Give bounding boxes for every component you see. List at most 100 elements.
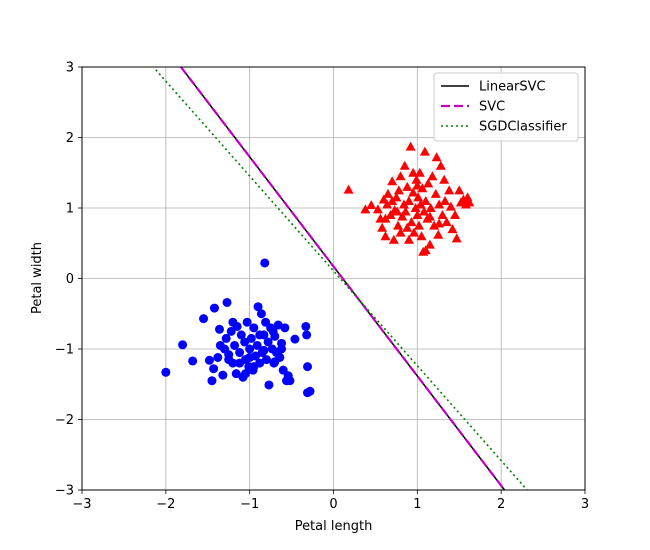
point-triangle [420, 245, 431, 255]
point-triangle [403, 195, 414, 205]
point-triangle [380, 213, 391, 223]
y-tick-label: 1 [66, 202, 74, 217]
point-triangle [414, 167, 425, 177]
decision-boundaries [155, 66, 528, 491]
point-circle [218, 370, 228, 380]
point-circle [236, 330, 246, 340]
point-triangle [408, 187, 419, 197]
point-triangle [434, 218, 445, 228]
point-triangle [392, 206, 403, 216]
point-triangle [393, 185, 404, 195]
point-triangle [372, 204, 383, 214]
point-circle [249, 323, 259, 333]
point-circle [240, 337, 250, 347]
x-tick-label: 2 [497, 497, 505, 512]
point-circle [209, 364, 219, 374]
point-circle [228, 317, 238, 327]
point-triangle [398, 199, 409, 209]
point-triangle [420, 195, 431, 205]
point-triangle [382, 188, 393, 198]
point-triangle [380, 231, 391, 241]
point-triangle [412, 180, 423, 190]
point-circle [178, 340, 188, 350]
point-triangle [444, 185, 455, 195]
point-triangle [419, 146, 430, 156]
point-triangle [377, 222, 388, 232]
point-triangle [439, 174, 450, 184]
point-circle [224, 350, 234, 360]
point-circle [242, 317, 252, 327]
point-circle [235, 358, 245, 368]
point-circle [188, 356, 198, 366]
point-triangle [430, 188, 441, 198]
point-triangle [388, 234, 399, 244]
point-circle [161, 367, 171, 377]
point-triangle [424, 211, 435, 221]
point-circle [263, 337, 273, 347]
point-triangle [433, 229, 444, 239]
x-tick-label: 0 [329, 497, 337, 512]
point-triangle [419, 206, 430, 216]
y-tick-label: −1 [55, 343, 74, 358]
point-circle [255, 330, 265, 340]
point-triangle [424, 239, 435, 249]
y-tick-label: −2 [55, 413, 74, 428]
point-circle [290, 334, 300, 344]
point-circle [246, 333, 256, 343]
y-tick-label: −3 [55, 484, 74, 499]
point-triangle [414, 220, 425, 230]
x-tick-label: 3 [581, 497, 589, 512]
point-circle [209, 303, 219, 313]
legend-box [433, 72, 579, 142]
point-circle [303, 362, 313, 372]
point-circle [240, 369, 250, 379]
point-circle [268, 326, 278, 336]
y-axis-label: Petal width [30, 242, 45, 314]
point-triangle [412, 210, 423, 220]
x-axis-label: Petal length [295, 519, 373, 534]
point-circle [231, 369, 241, 379]
point-triangle [408, 167, 419, 177]
point-triangle [435, 160, 446, 170]
point-triangle [431, 152, 442, 162]
point-circle [226, 326, 236, 336]
point-triangle [427, 171, 438, 181]
legend-label: LinearSVC [479, 80, 546, 95]
point-circle [207, 376, 217, 386]
point-circle [270, 357, 280, 367]
point-circle [253, 302, 263, 312]
point-circle [222, 297, 232, 307]
line-svc [180, 66, 506, 491]
y-tick-label: 3 [66, 61, 74, 76]
point-triangle [400, 206, 411, 216]
point-circle [277, 344, 287, 354]
point-triangle [437, 210, 448, 220]
point-circle [221, 333, 231, 343]
point-circle [252, 340, 262, 350]
point-triangle [406, 217, 417, 227]
point-triangle [385, 210, 396, 220]
point-circle [245, 352, 255, 362]
x-tick-label: −2 [156, 497, 175, 512]
point-circle [245, 344, 255, 354]
point-triangle [411, 174, 422, 184]
point-triangle [410, 203, 421, 212]
point-circle [280, 323, 290, 333]
point-triangle [464, 197, 475, 207]
point-triangle [360, 204, 371, 214]
point-circle [215, 340, 225, 350]
point-circle [199, 314, 209, 324]
point-triangle [395, 171, 406, 181]
point-circle [305, 386, 315, 396]
point-circle [261, 355, 271, 365]
point-triangle [439, 195, 450, 205]
point-circle [302, 330, 312, 340]
point-triangle [382, 199, 393, 209]
axis-ticks: −3 −2 −1 0 1 2 3 −3 −2 −1 0 1 2 3 [55, 61, 589, 513]
point-triangle [387, 176, 398, 186]
y-tick-label: 2 [66, 131, 74, 146]
point-circle [230, 340, 240, 350]
x-tick-label: −3 [72, 497, 91, 512]
point-circle [204, 355, 214, 365]
